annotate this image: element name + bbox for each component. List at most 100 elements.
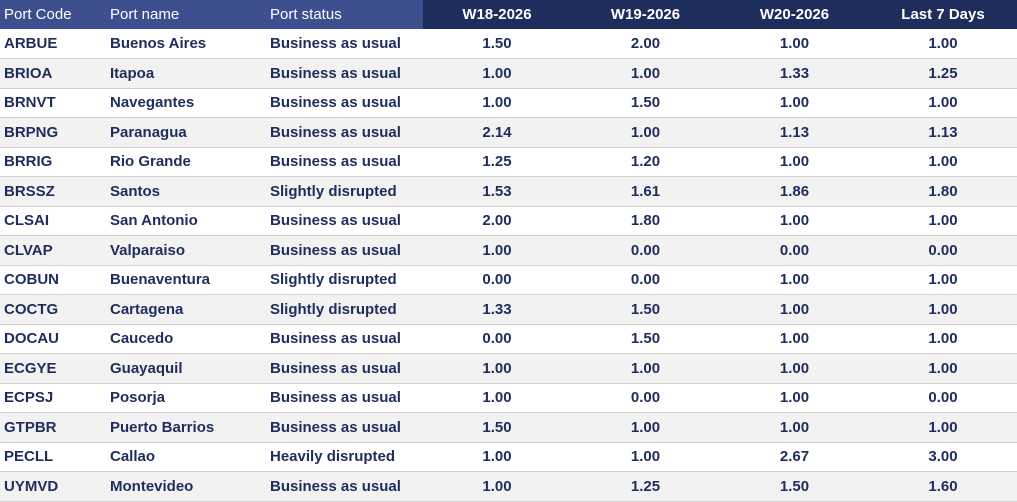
w19-cell: 2.00 <box>571 29 720 59</box>
port-status-cell: Business as usual <box>266 29 423 59</box>
w18-cell: 1.25 <box>423 147 571 177</box>
port-status-cell: Slightly disrupted <box>266 176 423 207</box>
port-status-cell: Business as usual <box>266 412 423 443</box>
w20-cell: 1.50 <box>720 471 869 502</box>
last-7-days-cell: 1.00 <box>869 29 1017 59</box>
w18-cell: 1.53 <box>423 176 571 207</box>
table-row: BRRIG Rio Grande Business as usual 1.25 … <box>0 147 1017 177</box>
w18-cell: 1.00 <box>423 383 571 413</box>
port-name-cell: Callao <box>106 442 266 472</box>
w19-cell: 0.00 <box>571 383 720 413</box>
w20-cell: 1.00 <box>720 412 869 443</box>
w20-cell: 1.00 <box>720 206 869 236</box>
table-row: DOCAU Caucedo Business as usual 0.00 1.5… <box>0 324 1017 354</box>
port-code-cell: GTPBR <box>0 412 106 443</box>
last-7-days-cell: 1.00 <box>869 88 1017 118</box>
port-code-cell: ECGYE <box>0 353 106 384</box>
port-status-cell: Business as usual <box>266 206 423 236</box>
table-row: BRSSZ Santos Slightly disrupted 1.53 1.6… <box>0 176 1017 207</box>
w20-cell: 1.00 <box>720 383 869 413</box>
port-name-cell: Montevideo <box>106 471 266 502</box>
w18-cell: 1.50 <box>423 29 571 59</box>
w19-cell: 1.00 <box>571 442 720 472</box>
last-7-days-cell: 1.00 <box>869 206 1017 236</box>
last-7-days-cell: 0.00 <box>869 383 1017 413</box>
port-code-cell: COCTG <box>0 294 106 325</box>
port-name-cell: Buenaventura <box>106 265 266 295</box>
w19-cell: 1.80 <box>571 206 720 236</box>
port-status-cell: Business as usual <box>266 88 423 118</box>
last-7-days-cell: 1.60 <box>869 471 1017 502</box>
w19-cell: 0.00 <box>571 235 720 266</box>
port-code-cell: BRSSZ <box>0 176 106 207</box>
w19-cell: 1.50 <box>571 294 720 325</box>
port-code-cell: ECPSJ <box>0 383 106 413</box>
w20-cell: 1.33 <box>720 58 869 89</box>
w20-cell: 1.00 <box>720 324 869 354</box>
table-row: ECPSJ Posorja Business as usual 1.00 0.0… <box>0 383 1017 413</box>
port-status-cell: Business as usual <box>266 147 423 177</box>
header-w20: W20-2026 <box>720 0 869 29</box>
table-row: ECGYE Guayaquil Business as usual 1.00 1… <box>0 353 1017 384</box>
port-code-cell: CLVAP <box>0 235 106 266</box>
port-code-cell: BRIOA <box>0 58 106 89</box>
last-7-days-cell: 1.80 <box>869 176 1017 207</box>
port-name-cell: Rio Grande <box>106 147 266 177</box>
port-status-cell: Business as usual <box>266 117 423 148</box>
header-port-status: Port status <box>266 0 423 29</box>
w19-cell: 1.00 <box>571 117 720 148</box>
last-7-days-cell: 1.00 <box>869 147 1017 177</box>
port-status-cell: Business as usual <box>266 471 423 502</box>
last-7-days-cell: 1.00 <box>869 294 1017 325</box>
w20-cell: 1.00 <box>720 29 869 59</box>
w19-cell: 1.50 <box>571 88 720 118</box>
port-name-cell: Posorja <box>106 383 266 413</box>
header-port-name: Port name <box>106 0 266 29</box>
port-name-cell: Guayaquil <box>106 353 266 384</box>
w18-cell: 1.00 <box>423 88 571 118</box>
w20-cell: 1.00 <box>720 147 869 177</box>
w19-cell: 1.20 <box>571 147 720 177</box>
w18-cell: 1.00 <box>423 471 571 502</box>
w18-cell: 0.00 <box>423 324 571 354</box>
port-code-cell: PECLL <box>0 442 106 472</box>
header-row: Port Code Port name Port status W18-2026… <box>0 0 1017 29</box>
w18-cell: 2.14 <box>423 117 571 148</box>
last-7-days-cell: 0.00 <box>869 235 1017 266</box>
last-7-days-cell: 1.13 <box>869 117 1017 148</box>
port-status-cell: Business as usual <box>266 324 423 354</box>
port-name-cell: Caucedo <box>106 324 266 354</box>
port-code-cell: UYMVD <box>0 471 106 502</box>
last-7-days-cell: 1.25 <box>869 58 1017 89</box>
port-name-cell: Puerto Barrios <box>106 412 266 443</box>
port-code-cell: BRNVT <box>0 88 106 118</box>
w20-cell: 1.00 <box>720 88 869 118</box>
port-name-cell: Paranagua <box>106 117 266 148</box>
w19-cell: 1.61 <box>571 176 720 207</box>
table-row: GTPBR Puerto Barrios Business as usual 1… <box>0 412 1017 443</box>
w20-cell: 1.86 <box>720 176 869 207</box>
w18-cell: 1.00 <box>423 235 571 266</box>
port-code-cell: COBUN <box>0 265 106 295</box>
w19-cell: 1.25 <box>571 471 720 502</box>
port-code-cell: CLSAI <box>0 206 106 236</box>
port-name-cell: Valparaiso <box>106 235 266 266</box>
w20-cell: 0.00 <box>720 235 869 266</box>
port-name-cell: San Antonio <box>106 206 266 236</box>
port-name-cell: Navegantes <box>106 88 266 118</box>
table-row: PECLL Callao Heavily disrupted 1.00 1.00… <box>0 442 1017 472</box>
w18-cell: 1.00 <box>423 442 571 472</box>
w20-cell: 2.67 <box>720 442 869 472</box>
w19-cell: 1.50 <box>571 324 720 354</box>
w20-cell: 1.00 <box>720 294 869 325</box>
w18-cell: 1.33 <box>423 294 571 325</box>
port-name-cell: Santos <box>106 176 266 207</box>
port-name-cell: Itapoa <box>106 58 266 89</box>
last-7-days-cell: 1.00 <box>869 412 1017 443</box>
last-7-days-cell: 1.00 <box>869 324 1017 354</box>
w19-cell: 0.00 <box>571 265 720 295</box>
w19-cell: 1.00 <box>571 353 720 384</box>
w18-cell: 1.50 <box>423 412 571 443</box>
header-w19: W19-2026 <box>571 0 720 29</box>
last-7-days-cell: 3.00 <box>869 442 1017 472</box>
